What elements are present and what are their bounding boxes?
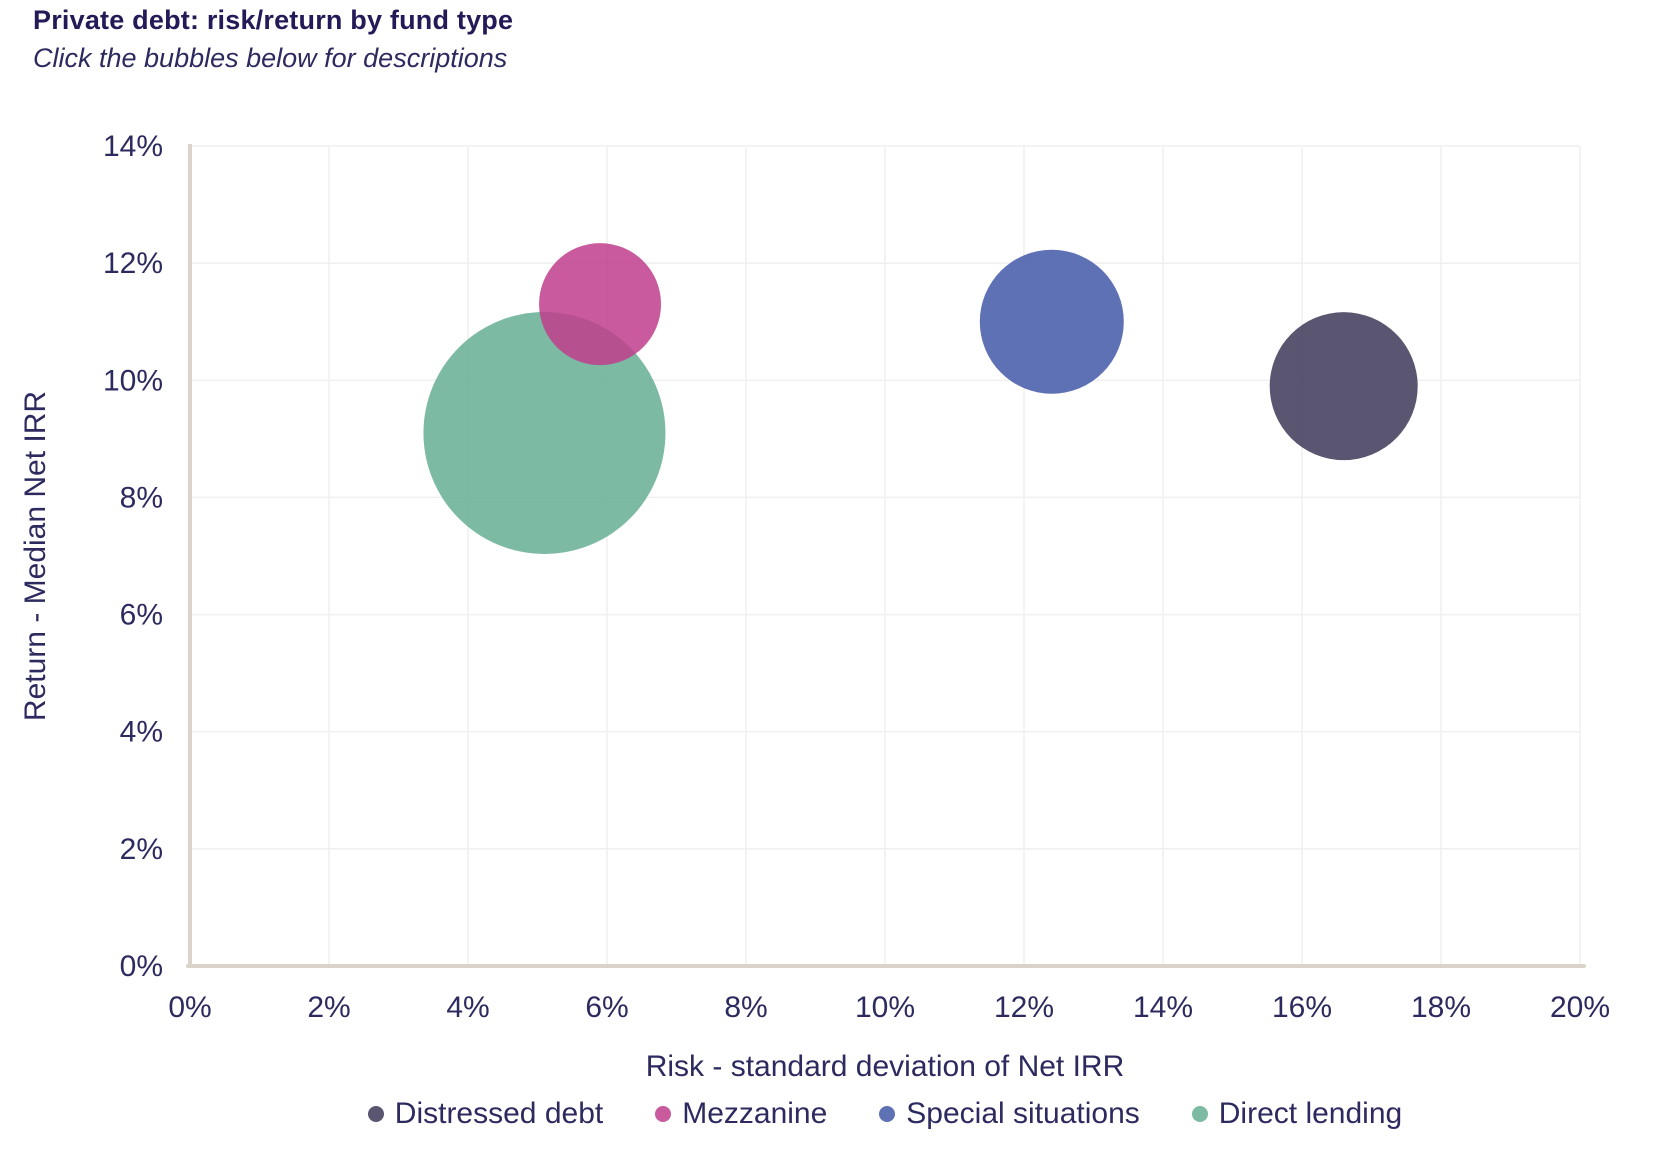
y-tick-label: 0% [120, 950, 163, 983]
x-tick-label: 0% [168, 991, 211, 1024]
legend-dot-icon [367, 1106, 384, 1122]
bubble-direct-lending[interactable] [423, 312, 666, 554]
y-tick-label: 12% [103, 247, 163, 280]
legend-item-mezzanine[interactable]: Mezzanine [655, 1097, 827, 1131]
legend-item-distressed-debt[interactable]: Distressed debt [367, 1097, 604, 1131]
x-tick-label: 20% [1550, 991, 1610, 1024]
x-tick-label: 10% [855, 991, 915, 1024]
legend-dot-icon [879, 1106, 896, 1122]
y-tick-label: 8% [120, 481, 163, 514]
x-tick-label: 2% [307, 991, 350, 1024]
legend-dot-icon [655, 1106, 672, 1122]
bubble-special-situations[interactable] [979, 249, 1124, 394]
y-axis-title: Return - Median Net IRR [19, 391, 52, 721]
y-tick-label: 6% [120, 599, 163, 632]
legend-dot-icon [1191, 1106, 1208, 1122]
x-tick-label: 12% [994, 991, 1054, 1024]
chart-title: Private debt: risk/return by fund type [33, 5, 514, 35]
y-tick-label: 2% [120, 833, 163, 866]
x-tick-label: 4% [446, 991, 489, 1024]
legend-label: Special situations [906, 1097, 1140, 1130]
bubble-mezzanine[interactable] [539, 243, 662, 366]
x-tick-label: 8% [724, 991, 767, 1024]
y-tick-label: 10% [103, 364, 163, 397]
x-tick-label: 6% [585, 991, 628, 1024]
legend-item-special-situations[interactable]: Special situations [879, 1097, 1140, 1131]
y-tick-label: 4% [120, 716, 163, 749]
legend-label: Direct lending [1218, 1097, 1403, 1130]
legend-item-direct-lending[interactable]: Direct lending [1191, 1097, 1403, 1131]
chart-legend: Distressed debt Mezzanine Special situatio… [190, 1094, 1580, 1134]
x-axis-title: Risk - standard deviation of Net IRR [646, 1050, 1125, 1083]
legend-label: Distressed debt [394, 1097, 604, 1130]
x-tick-label: 18% [1411, 991, 1471, 1024]
bubble-distressed-debt[interactable] [1269, 312, 1418, 461]
legend-label: Mezzanine [682, 1097, 828, 1130]
y-tick-label: 14% [103, 130, 163, 163]
chart-subtitle: Click the bubbles below for descriptions [33, 43, 508, 73]
x-tick-label: 14% [1133, 991, 1193, 1024]
x-tick-label: 16% [1272, 991, 1332, 1024]
